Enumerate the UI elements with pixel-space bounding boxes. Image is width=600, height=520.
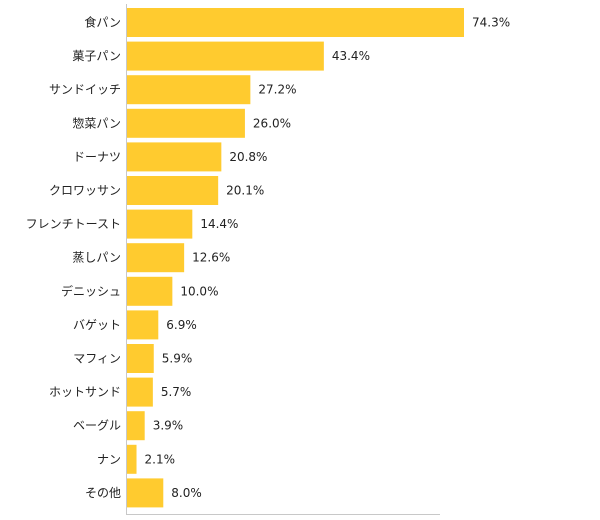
bar <box>127 310 159 340</box>
value-label: 10.0% <box>180 284 218 298</box>
bar <box>127 276 173 306</box>
value-label: 6.9% <box>166 318 197 332</box>
category-label: ベーグル <box>73 419 121 433</box>
category-label: ドーナツ <box>73 150 121 164</box>
value-label: 5.7% <box>161 385 192 399</box>
bar <box>127 176 219 205</box>
value-label: 12.6% <box>192 251 230 265</box>
value-labels: 74.3% 43.4% 27.2% 26.0% 20.8% 20.1% 14.4% 12.6%… <box>145 16 511 500</box>
category-label: ホットサンド <box>49 385 121 399</box>
category-label: 惣菜パン <box>72 115 121 130</box>
bar <box>127 377 153 407</box>
category-label: フレンチトースト <box>26 217 121 231</box>
value-label: 20.8% <box>229 150 267 164</box>
value-label: 26.0% <box>253 116 291 130</box>
category-label: その他 <box>85 486 121 500</box>
category-labels: 食パン菓子パンサンドイッチ惣菜パンドーナツクロワッサンフレンチトースト蒸しパンデ… <box>26 15 121 500</box>
category-label: マフィン <box>73 352 121 366</box>
bar <box>127 344 154 373</box>
value-label: 27.2% <box>258 83 296 97</box>
value-label: 3.9% <box>153 419 184 433</box>
bars <box>127 8 464 508</box>
category-label: サンドイッチ <box>49 83 121 97</box>
value-label: 14.4% <box>200 217 238 231</box>
bar <box>127 75 251 105</box>
bar <box>127 478 164 508</box>
value-label: 20.1% <box>226 184 264 198</box>
bar <box>127 142 222 172</box>
category-label: 蒸しパン <box>72 251 121 265</box>
bar <box>127 444 137 474</box>
category-label: 菓子パン <box>72 49 121 63</box>
value-label: 8.0% <box>171 486 202 500</box>
category-label: バゲット <box>73 318 121 332</box>
category-label: 食パン <box>84 15 121 30</box>
bar <box>127 41 324 71</box>
value-label: 43.4% <box>332 49 370 63</box>
category-label: デニッシュ <box>61 283 121 298</box>
bar <box>127 8 464 37</box>
value-label: 5.9% <box>162 352 193 366</box>
bar <box>127 209 193 239</box>
value-label: 74.3% <box>472 16 510 30</box>
category-label: クロワッサン <box>49 184 121 198</box>
bar <box>127 108 245 138</box>
bar <box>127 243 185 273</box>
value-label: 2.1% <box>145 452 176 466</box>
bar <box>127 411 145 441</box>
category-label: ナン <box>97 452 121 466</box>
